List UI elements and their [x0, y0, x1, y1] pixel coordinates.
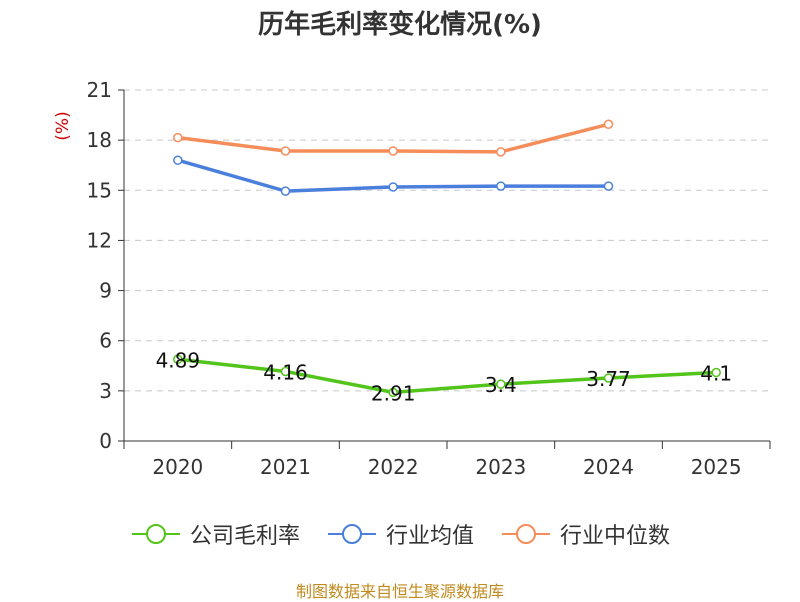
data-label: 2.91 [371, 381, 416, 405]
y-tick-labels: 0 3 6 9 12 15 18 21 [87, 78, 112, 453]
data-point[interactable] [388, 182, 398, 192]
data-label: 3.4 [485, 373, 517, 397]
data-point[interactable] [603, 373, 614, 383]
legend-label: 行业中位数 [560, 524, 671, 549]
data-point[interactable] [173, 354, 183, 365]
data-point[interactable] [280, 146, 291, 156]
x-tick-label: 2021 [260, 455, 311, 479]
x-tick-label: 2023 [475, 455, 526, 479]
y-tick-label: 18 [87, 128, 112, 152]
legend-label: 行业均值 [385, 524, 474, 549]
data-label: 4.89 [156, 348, 201, 372]
legend-symbol-icon [327, 524, 376, 544]
legend-label: 公司毛利率 [189, 524, 300, 549]
data-point[interactable] [496, 379, 506, 389]
y-tick-label: 0 [99, 429, 112, 453]
y-tick-label: 9 [99, 279, 112, 303]
legend-item[interactable]: 行业均值 [326, 518, 474, 550]
series-line [176, 357, 718, 395]
grid-lines [124, 89, 770, 392]
series-group: 4.89 4.16 2.91 3.4 3.77 4.1 [156, 119, 732, 405]
y-tick-label: 21 [87, 78, 112, 102]
data-point[interactable] [711, 367, 721, 378]
x-tick-label: 2024 [583, 455, 634, 479]
x-tick-label: 2025 [691, 455, 742, 479]
data-label: 4.1 [700, 361, 732, 385]
y-axis-label: (%) [53, 111, 73, 140]
legend: 公司毛利率 行业均值 行业中位数 [0, 518, 800, 550]
x-tick-label: 2022 [368, 455, 419, 479]
y-tick-label: 6 [99, 329, 112, 353]
y-tick-label: 12 [87, 228, 112, 252]
x-tick-label: 2020 [152, 455, 203, 479]
y-tick-label: 15 [87, 178, 112, 202]
source-note: 制图数据来自恒生聚源数据库 [295, 582, 504, 601]
data-point[interactable] [173, 132, 183, 143]
data-point[interactable] [280, 186, 291, 196]
axes [118, 89, 771, 449]
x-tick-labels: 2020 2021 2022 2023 2024 2025 [152, 455, 741, 479]
data-point[interactable] [388, 387, 398, 398]
chart-title: 历年毛利率变化情况(%) [258, 10, 542, 40]
data-point[interactable] [496, 181, 506, 191]
data-point[interactable] [388, 146, 398, 156]
data-point[interactable] [173, 155, 183, 165]
data-point[interactable] [496, 147, 506, 157]
y-tick-label: 3 [99, 379, 112, 403]
legend-symbol-icon [131, 524, 180, 544]
data-point[interactable] [603, 119, 614, 130]
data-point[interactable] [280, 366, 291, 377]
legend-item[interactable]: 公司毛利率 [130, 518, 300, 550]
legend-symbol-icon [502, 524, 550, 544]
data-label: 3.77 [586, 367, 631, 391]
legend-item[interactable]: 行业中位数 [500, 518, 670, 550]
data-point[interactable] [603, 181, 614, 191]
data-label: 4.16 [263, 360, 308, 384]
